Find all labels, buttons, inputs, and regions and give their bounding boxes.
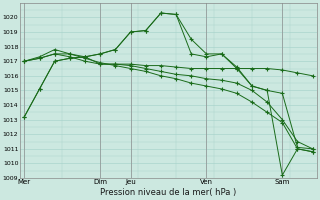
X-axis label: Pression niveau de la mer( hPa ): Pression niveau de la mer( hPa ): [100, 188, 236, 197]
